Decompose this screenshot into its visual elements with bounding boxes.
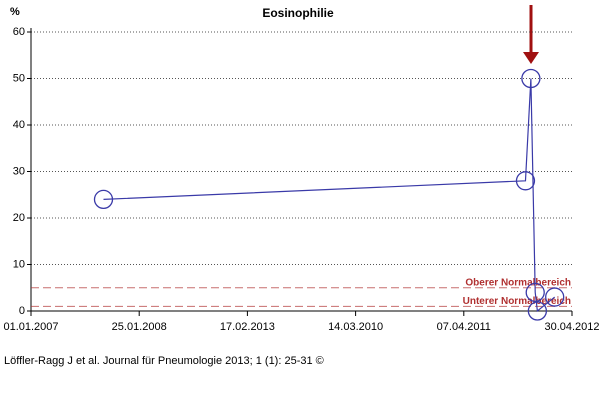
chart-title: Eosinophilie <box>262 6 334 20</box>
series-line <box>103 78 556 313</box>
x-tick-label: 17.02.2013 <box>220 321 275 333</box>
y-tick-label: 30 <box>13 165 25 177</box>
data-point <box>525 282 545 303</box>
y-tick-label: 50 <box>13 72 25 84</box>
reference-label: Oberer Normalbereich <box>465 277 571 288</box>
x-tick-label: 25.01.2008 <box>112 321 167 333</box>
data-point <box>93 189 114 210</box>
reference-label: Unterer Normalbereich <box>463 296 571 307</box>
data-point <box>521 68 541 89</box>
y-tick-label: 60 <box>13 26 25 38</box>
data-point <box>545 287 565 307</box>
x-tick-label: 14.03.2010 <box>328 321 383 333</box>
y-tick-label: 10 <box>13 258 25 270</box>
arrow-head <box>523 52 539 64</box>
y-axis-label: % <box>10 6 20 18</box>
data-point <box>527 301 548 321</box>
source: Löffler-Ragg J et al. Journal für Pneumo… <box>4 355 324 367</box>
x-tick-label: 30.04.2012 <box>544 321 599 333</box>
data-point <box>515 171 536 191</box>
y-tick-label: 40 <box>13 119 25 131</box>
y-tick-label: 0 <box>19 305 25 317</box>
y-tick-label: 20 <box>13 212 25 224</box>
x-tick-label: 07.04.2011 <box>437 321 491 333</box>
x-tick-label: 01.01.2007 <box>3 321 58 333</box>
